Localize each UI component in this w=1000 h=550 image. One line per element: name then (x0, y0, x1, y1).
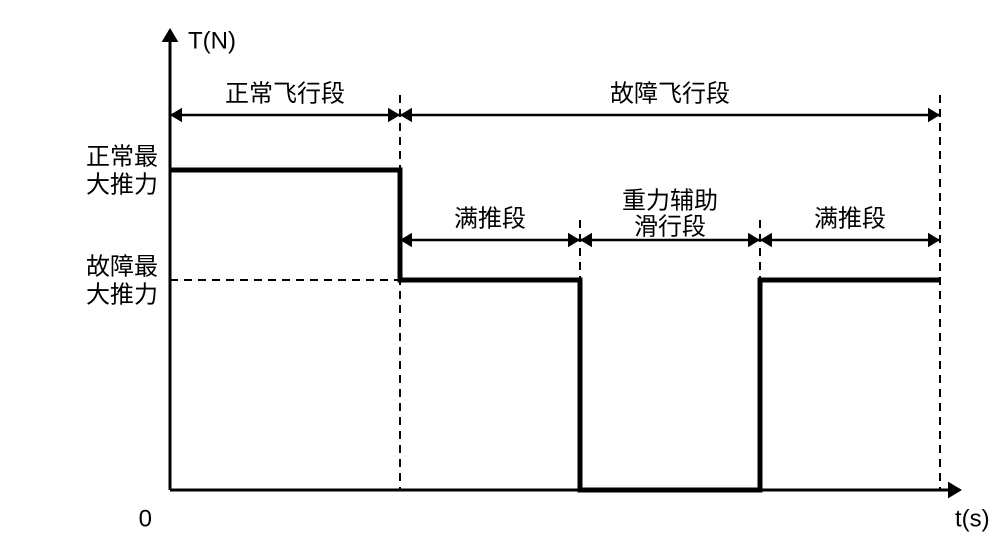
svg-text:大推力: 大推力 (86, 281, 158, 308)
svg-text:满推段: 满推段 (814, 205, 886, 232)
svg-text:滑行段: 滑行段 (634, 213, 706, 240)
svg-text:正常最: 正常最 (86, 143, 158, 170)
svg-text:t(s): t(s) (955, 505, 990, 532)
svg-text:正常飞行段: 正常飞行段 (225, 80, 345, 107)
svg-text:T(N): T(N) (188, 27, 236, 54)
svg-text:故障飞行段: 故障飞行段 (610, 80, 730, 107)
svg-text:0: 0 (139, 505, 152, 532)
svg-text:故障最: 故障最 (86, 253, 158, 280)
svg-text:大推力: 大推力 (86, 171, 158, 198)
svg-text:满推段: 满推段 (454, 205, 526, 232)
svg-text:重力辅助: 重力辅助 (622, 187, 718, 214)
